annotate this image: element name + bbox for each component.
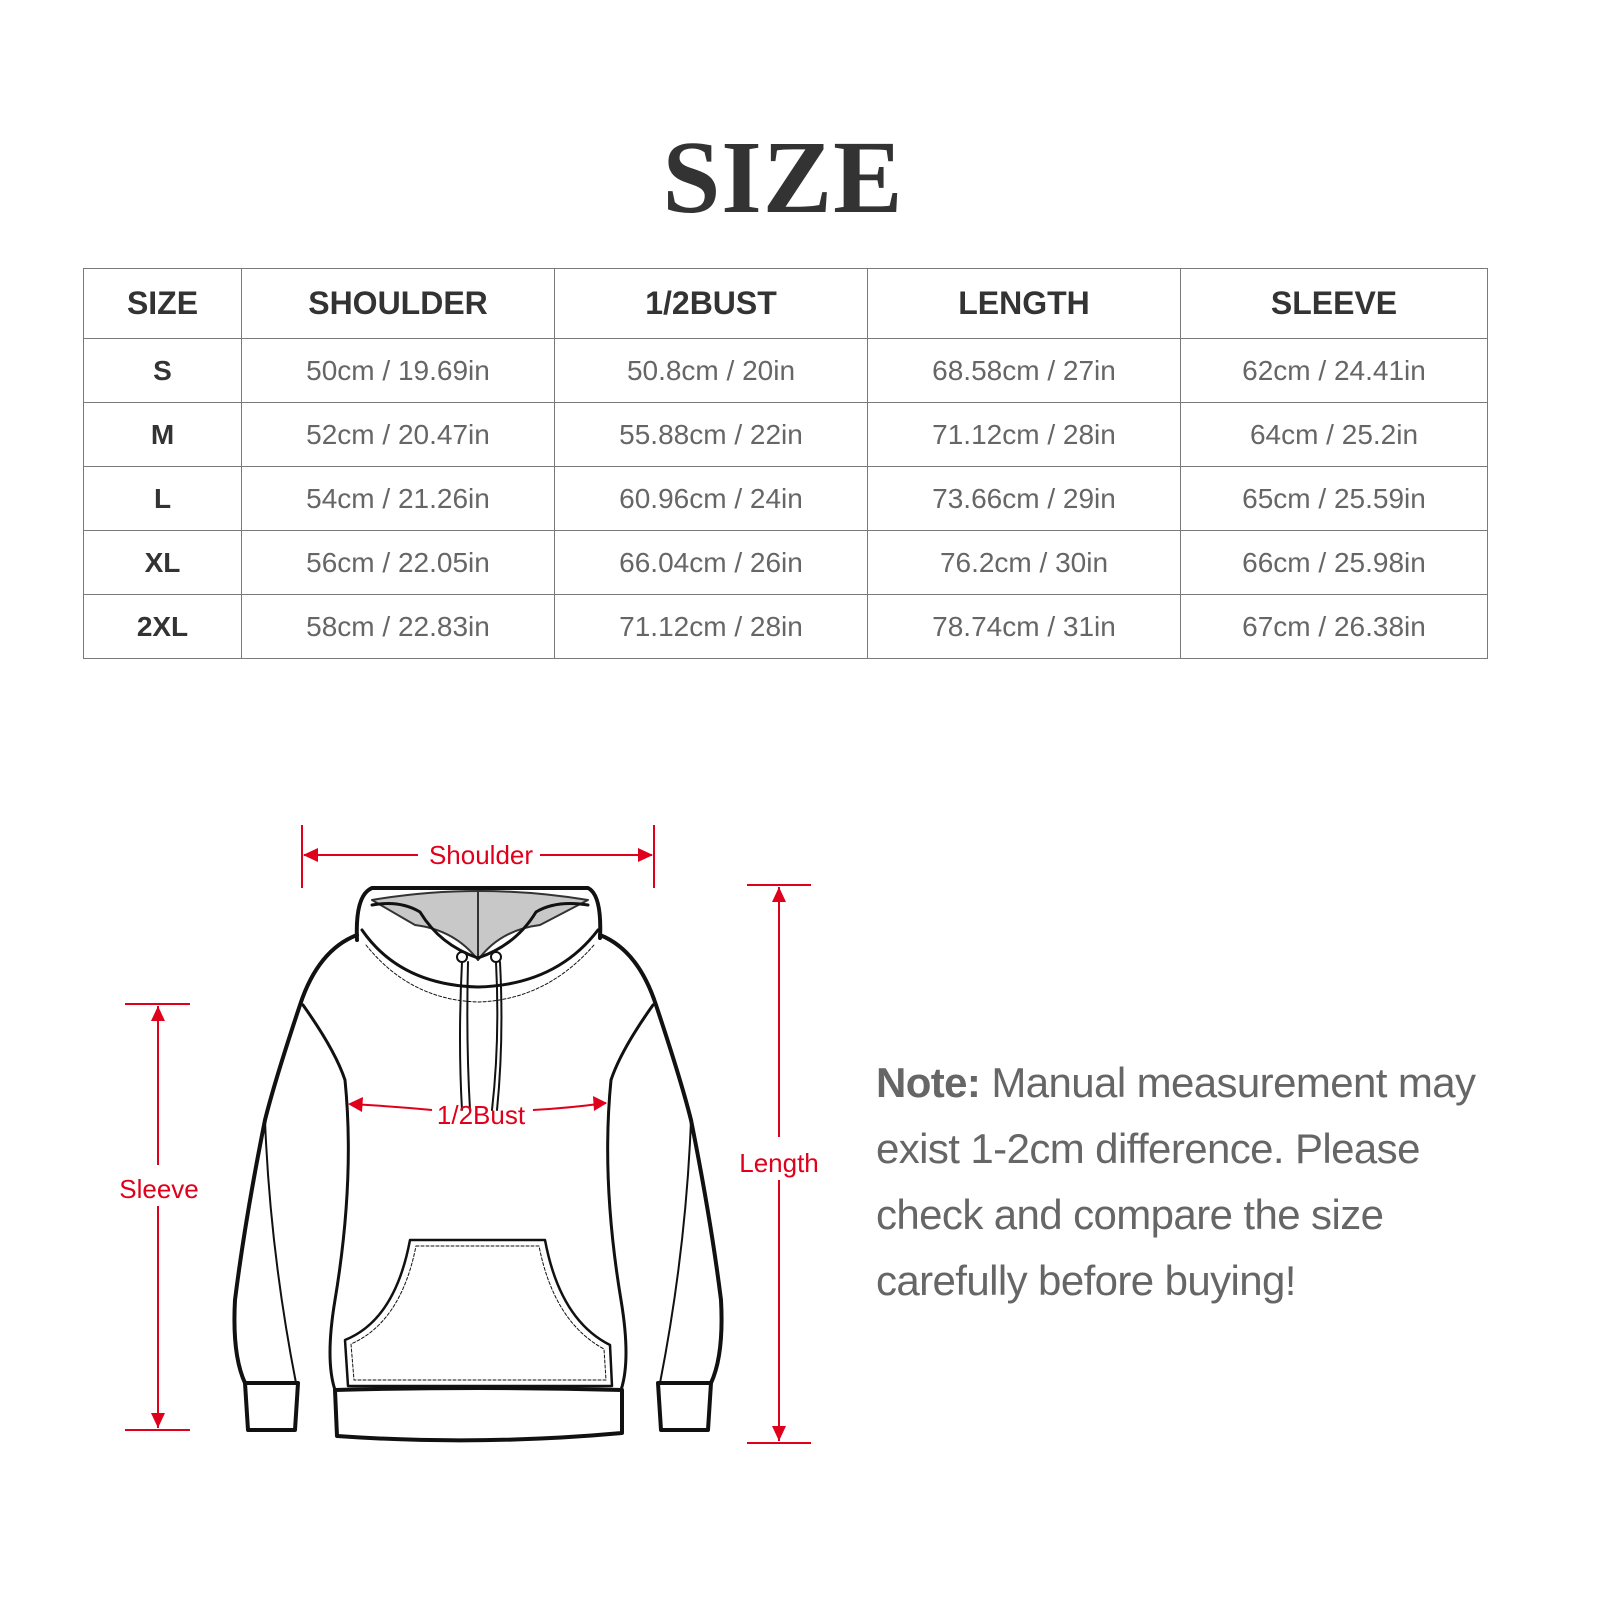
cell-shoulder: 54cm / 21.26in	[241, 466, 555, 531]
arrow-down-icon	[151, 1413, 165, 1428]
hoodie-illustration	[232, 886, 724, 1443]
table-row: L 54cm / 21.26in 60.96cm / 24in 73.66cm / 2…	[83, 466, 1488, 531]
cell-sleeve: 65cm / 25.59in	[1180, 466, 1488, 531]
header-size: SIZE	[83, 268, 242, 339]
note-line-1: Note: Manual measurement may	[876, 1050, 1476, 1116]
note-text: Manual measurement may	[980, 1059, 1476, 1106]
cell-sleeve: 66cm / 25.98in	[1180, 530, 1488, 595]
cell-length: 73.66cm / 29in	[867, 466, 1181, 531]
arrow-up-icon	[772, 887, 786, 902]
cell-shoulder: 50cm / 19.69in	[241, 338, 555, 403]
arrow-up-icon	[151, 1006, 165, 1021]
cell-bust: 50.8cm / 20in	[554, 338, 868, 403]
sleeve-label: Sleeve	[119, 1174, 199, 1204]
table-header-row: SIZE SHOULDER 1/2BUST LENGTH SLEEVE	[83, 268, 1488, 339]
table-row: 2XL 58cm / 22.83in 71.12cm / 28in 78.74cm /…	[83, 594, 1488, 659]
cell-bust: 55.88cm / 22in	[554, 402, 868, 467]
cell-sleeve: 67cm / 26.38in	[1180, 594, 1488, 659]
cell-size: S	[83, 338, 242, 403]
measurement-note: Note: Manual measurement may exist 1-2cm…	[876, 1050, 1476, 1314]
cell-size: 2XL	[83, 594, 242, 659]
table-row: S 50cm / 19.69in 50.8cm / 20in 68.58cm / 27…	[83, 338, 1488, 403]
arrow-left-icon	[348, 1097, 363, 1112]
cell-size: M	[83, 402, 242, 467]
cell-shoulder: 56cm / 22.05in	[241, 530, 555, 595]
cell-length: 71.12cm / 28in	[867, 402, 1181, 467]
table-row: M 52cm / 20.47in 55.88cm / 22in 71.12cm / 2…	[83, 402, 1488, 467]
shoulder-label: Shoulder	[429, 840, 533, 870]
page-title: SIZE	[662, 120, 904, 235]
cell-length: 78.74cm / 31in	[867, 594, 1181, 659]
arrow-down-icon	[772, 1426, 786, 1441]
cell-shoulder: 52cm / 20.47in	[241, 402, 555, 467]
cell-bust: 66.04cm / 26in	[554, 530, 868, 595]
header-bust: 1/2BUST	[554, 268, 868, 339]
note-line-2: exist 1-2cm difference. Please	[876, 1125, 1420, 1172]
arrow-left-icon	[303, 848, 318, 862]
cell-sleeve: 62cm / 24.41in	[1180, 338, 1488, 403]
cell-size: XL	[83, 530, 242, 595]
cell-bust: 60.96cm / 24in	[554, 466, 868, 531]
note-label: Note:	[876, 1059, 981, 1106]
arrow-right-icon	[638, 848, 653, 862]
cell-sleeve: 64cm / 25.2in	[1180, 402, 1488, 467]
cell-size: L	[83, 466, 242, 531]
note-line-3: check and compare the size	[876, 1191, 1384, 1238]
arrow-right-icon	[593, 1096, 607, 1111]
size-table: SIZE SHOULDER 1/2BUST LENGTH SLEEVE S 50c…	[83, 268, 1488, 659]
header-length: LENGTH	[867, 268, 1181, 339]
length-label: Length	[739, 1148, 819, 1178]
bust-label: 1/2Bust	[437, 1100, 526, 1130]
table-row: XL 56cm / 22.05in 66.04cm / 26in 76.2cm / 3…	[83, 530, 1488, 595]
header-sleeve: SLEEVE	[1180, 268, 1488, 339]
measurement-annotations	[125, 825, 811, 1444]
note-line-4: carefully before buying!	[876, 1257, 1296, 1304]
cell-shoulder: 58cm / 22.83in	[241, 594, 555, 659]
